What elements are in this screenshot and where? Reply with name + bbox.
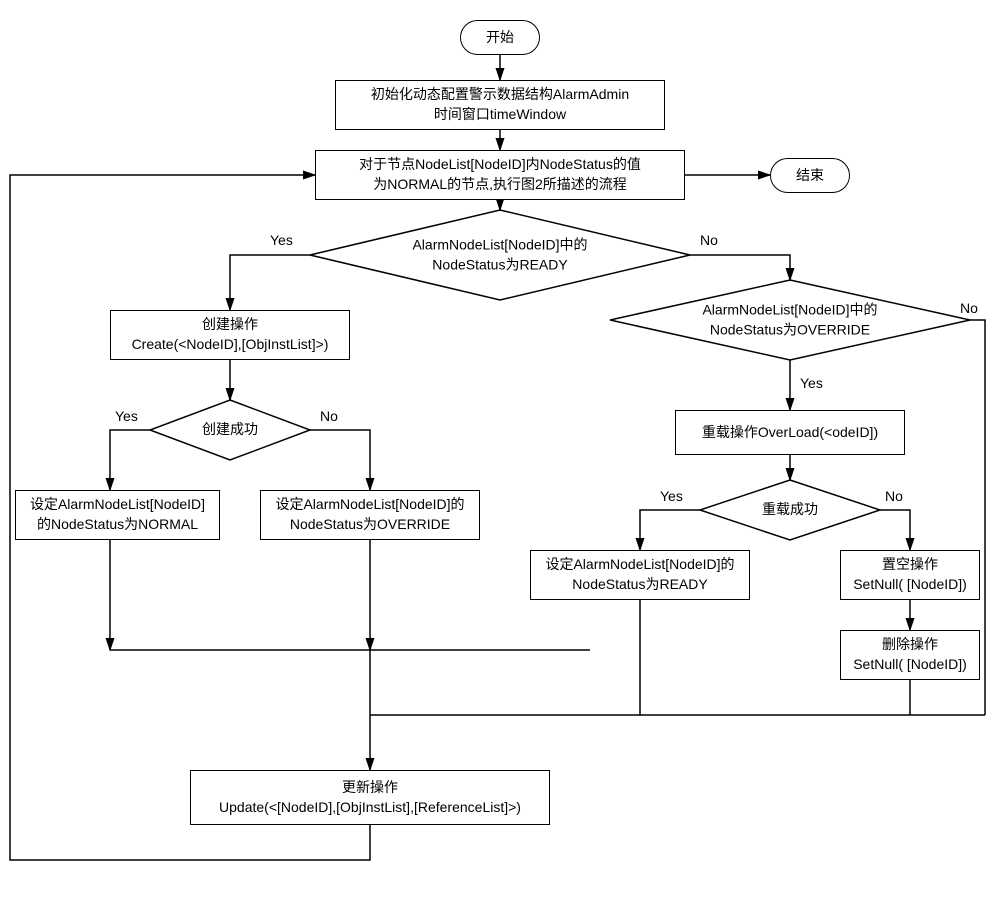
delete-label: 删除操作 SetNull( [NodeID]): [853, 635, 967, 674]
loop-node: 对于节点NodeList[NodeID]内NodeStatus的值 为NORMA…: [315, 150, 685, 200]
set-override-label: 设定AlarmNodeList[NodeID]的 NodeStatus为OVER…: [275, 495, 464, 534]
set-ready-label: 设定AlarmNodeList[NodeID]的 NodeStatus为READ…: [545, 555, 734, 594]
start-node: 开始: [460, 20, 540, 55]
set-override-node: 设定AlarmNodeList[NodeID]的 NodeStatus为OVER…: [260, 490, 480, 540]
init-node: 初始化动态配置警示数据结构AlarmAdmin 时间窗口timeWindow: [335, 80, 665, 130]
label-yes-overload: Yes: [660, 488, 683, 504]
update-label: 更新操作 Update(<[NodeID],[ObjInstList],[Ref…: [219, 778, 521, 817]
decision-create-ok: 创建成功: [150, 400, 310, 460]
setnull-label: 置空操作 SetNull( [NodeID]): [853, 555, 967, 594]
set-normal-node: 设定AlarmNodeList[NodeID] 的NodeStatus为NORM…: [15, 490, 220, 540]
decision-create-ok-label: 创建成功: [150, 420, 310, 440]
end-label: 结束: [796, 166, 824, 186]
label-yes-create: Yes: [115, 408, 138, 424]
label-no-ready: No: [700, 232, 718, 248]
create-node: 创建操作 Create(<NodeID],[ObjInstList]>): [110, 310, 350, 360]
overload-node: 重载操作OverLoad(<odeID]): [675, 410, 905, 455]
set-normal-label: 设定AlarmNodeList[NodeID] 的NodeStatus为NORM…: [30, 495, 205, 534]
decision-overload-ok-label: 重载成功: [700, 500, 880, 520]
decision-ready-label: AlarmNodeList[NodeID]中的 NodeStatus为READY: [310, 235, 690, 274]
label-no-create: No: [320, 408, 338, 424]
end-node: 结束: [770, 158, 850, 193]
decision-override-label: AlarmNodeList[NodeID]中的 NodeStatus为OVERR…: [610, 300, 970, 339]
overload-label: 重载操作OverLoad(<odeID]): [702, 423, 878, 443]
label-yes-override: Yes: [800, 375, 823, 391]
decision-override: AlarmNodeList[NodeID]中的 NodeStatus为OVERR…: [610, 280, 970, 360]
delete-node: 删除操作 SetNull( [NodeID]): [840, 630, 980, 680]
setnull-node: 置空操作 SetNull( [NodeID]): [840, 550, 980, 600]
label-no-overload: No: [885, 488, 903, 504]
decision-overload-ok: 重载成功: [700, 480, 880, 540]
create-label: 创建操作 Create(<NodeID],[ObjInstList]>): [132, 315, 329, 354]
init-label: 初始化动态配置警示数据结构AlarmAdmin 时间窗口timeWindow: [371, 85, 629, 124]
update-node: 更新操作 Update(<[NodeID],[ObjInstList],[Ref…: [190, 770, 550, 825]
label-no-override: No: [960, 300, 978, 316]
loop-label: 对于节点NodeList[NodeID]内NodeStatus的值 为NORMA…: [359, 155, 641, 194]
label-yes-ready: Yes: [270, 232, 293, 248]
set-ready-node: 设定AlarmNodeList[NodeID]的 NodeStatus为READ…: [530, 550, 750, 600]
start-label: 开始: [486, 28, 514, 48]
